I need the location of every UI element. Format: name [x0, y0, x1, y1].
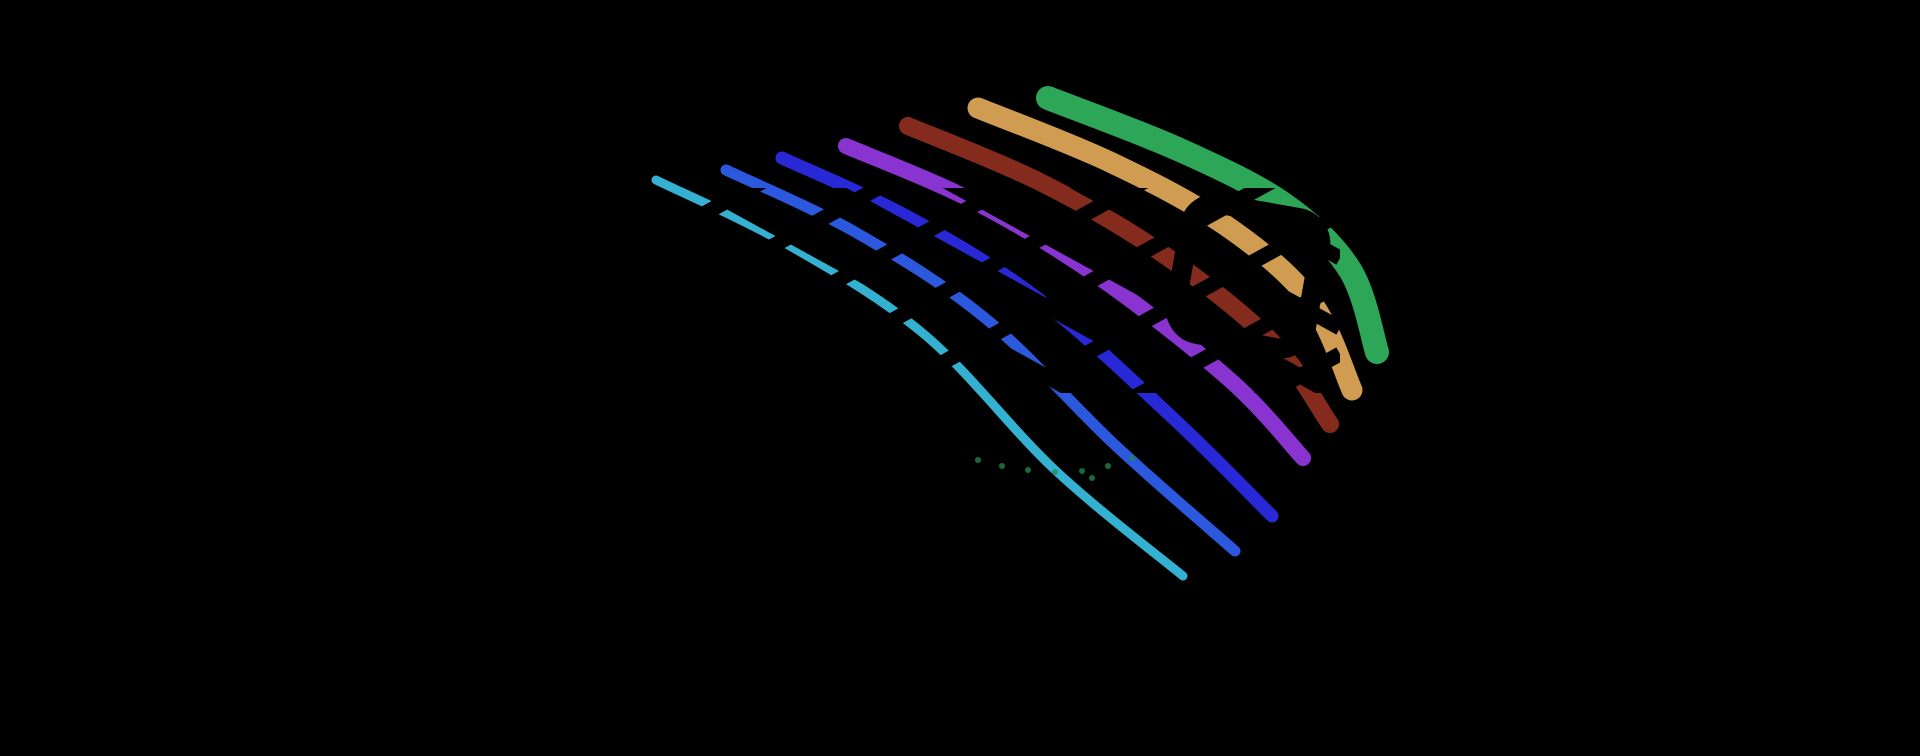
green-speck — [999, 463, 1005, 469]
green-speck — [1089, 475, 1095, 481]
mesh-group — [600, 188, 1340, 393]
speck-group — [975, 455, 1135, 481]
green-speck — [1129, 455, 1135, 461]
green-speck — [1052, 469, 1058, 475]
mesh-line-1 — [617, 188, 1022, 393]
green-speck — [975, 457, 981, 463]
mesh-line-0 — [1069, 188, 1340, 335]
green-speck — [1105, 463, 1111, 469]
mesh-line-1 — [998, 207, 1340, 393]
mesh-line-0 — [1197, 188, 1340, 265]
mesh-line-0 — [815, 188, 1220, 393]
ribbon-green-ribbon — [1036, 86, 1389, 364]
green-speck — [1079, 468, 1085, 474]
mesh-line-1 — [744, 188, 1149, 393]
green-speck — [1025, 467, 1031, 473]
black-rounded-frame — [1165, 193, 1331, 359]
ribbon-cyan-ribbon — [651, 175, 1188, 581]
mesh-line-1 — [1126, 277, 1340, 393]
mesh-line-1 — [600, 188, 767, 278]
mesh-line-1 — [600, 188, 894, 348]
